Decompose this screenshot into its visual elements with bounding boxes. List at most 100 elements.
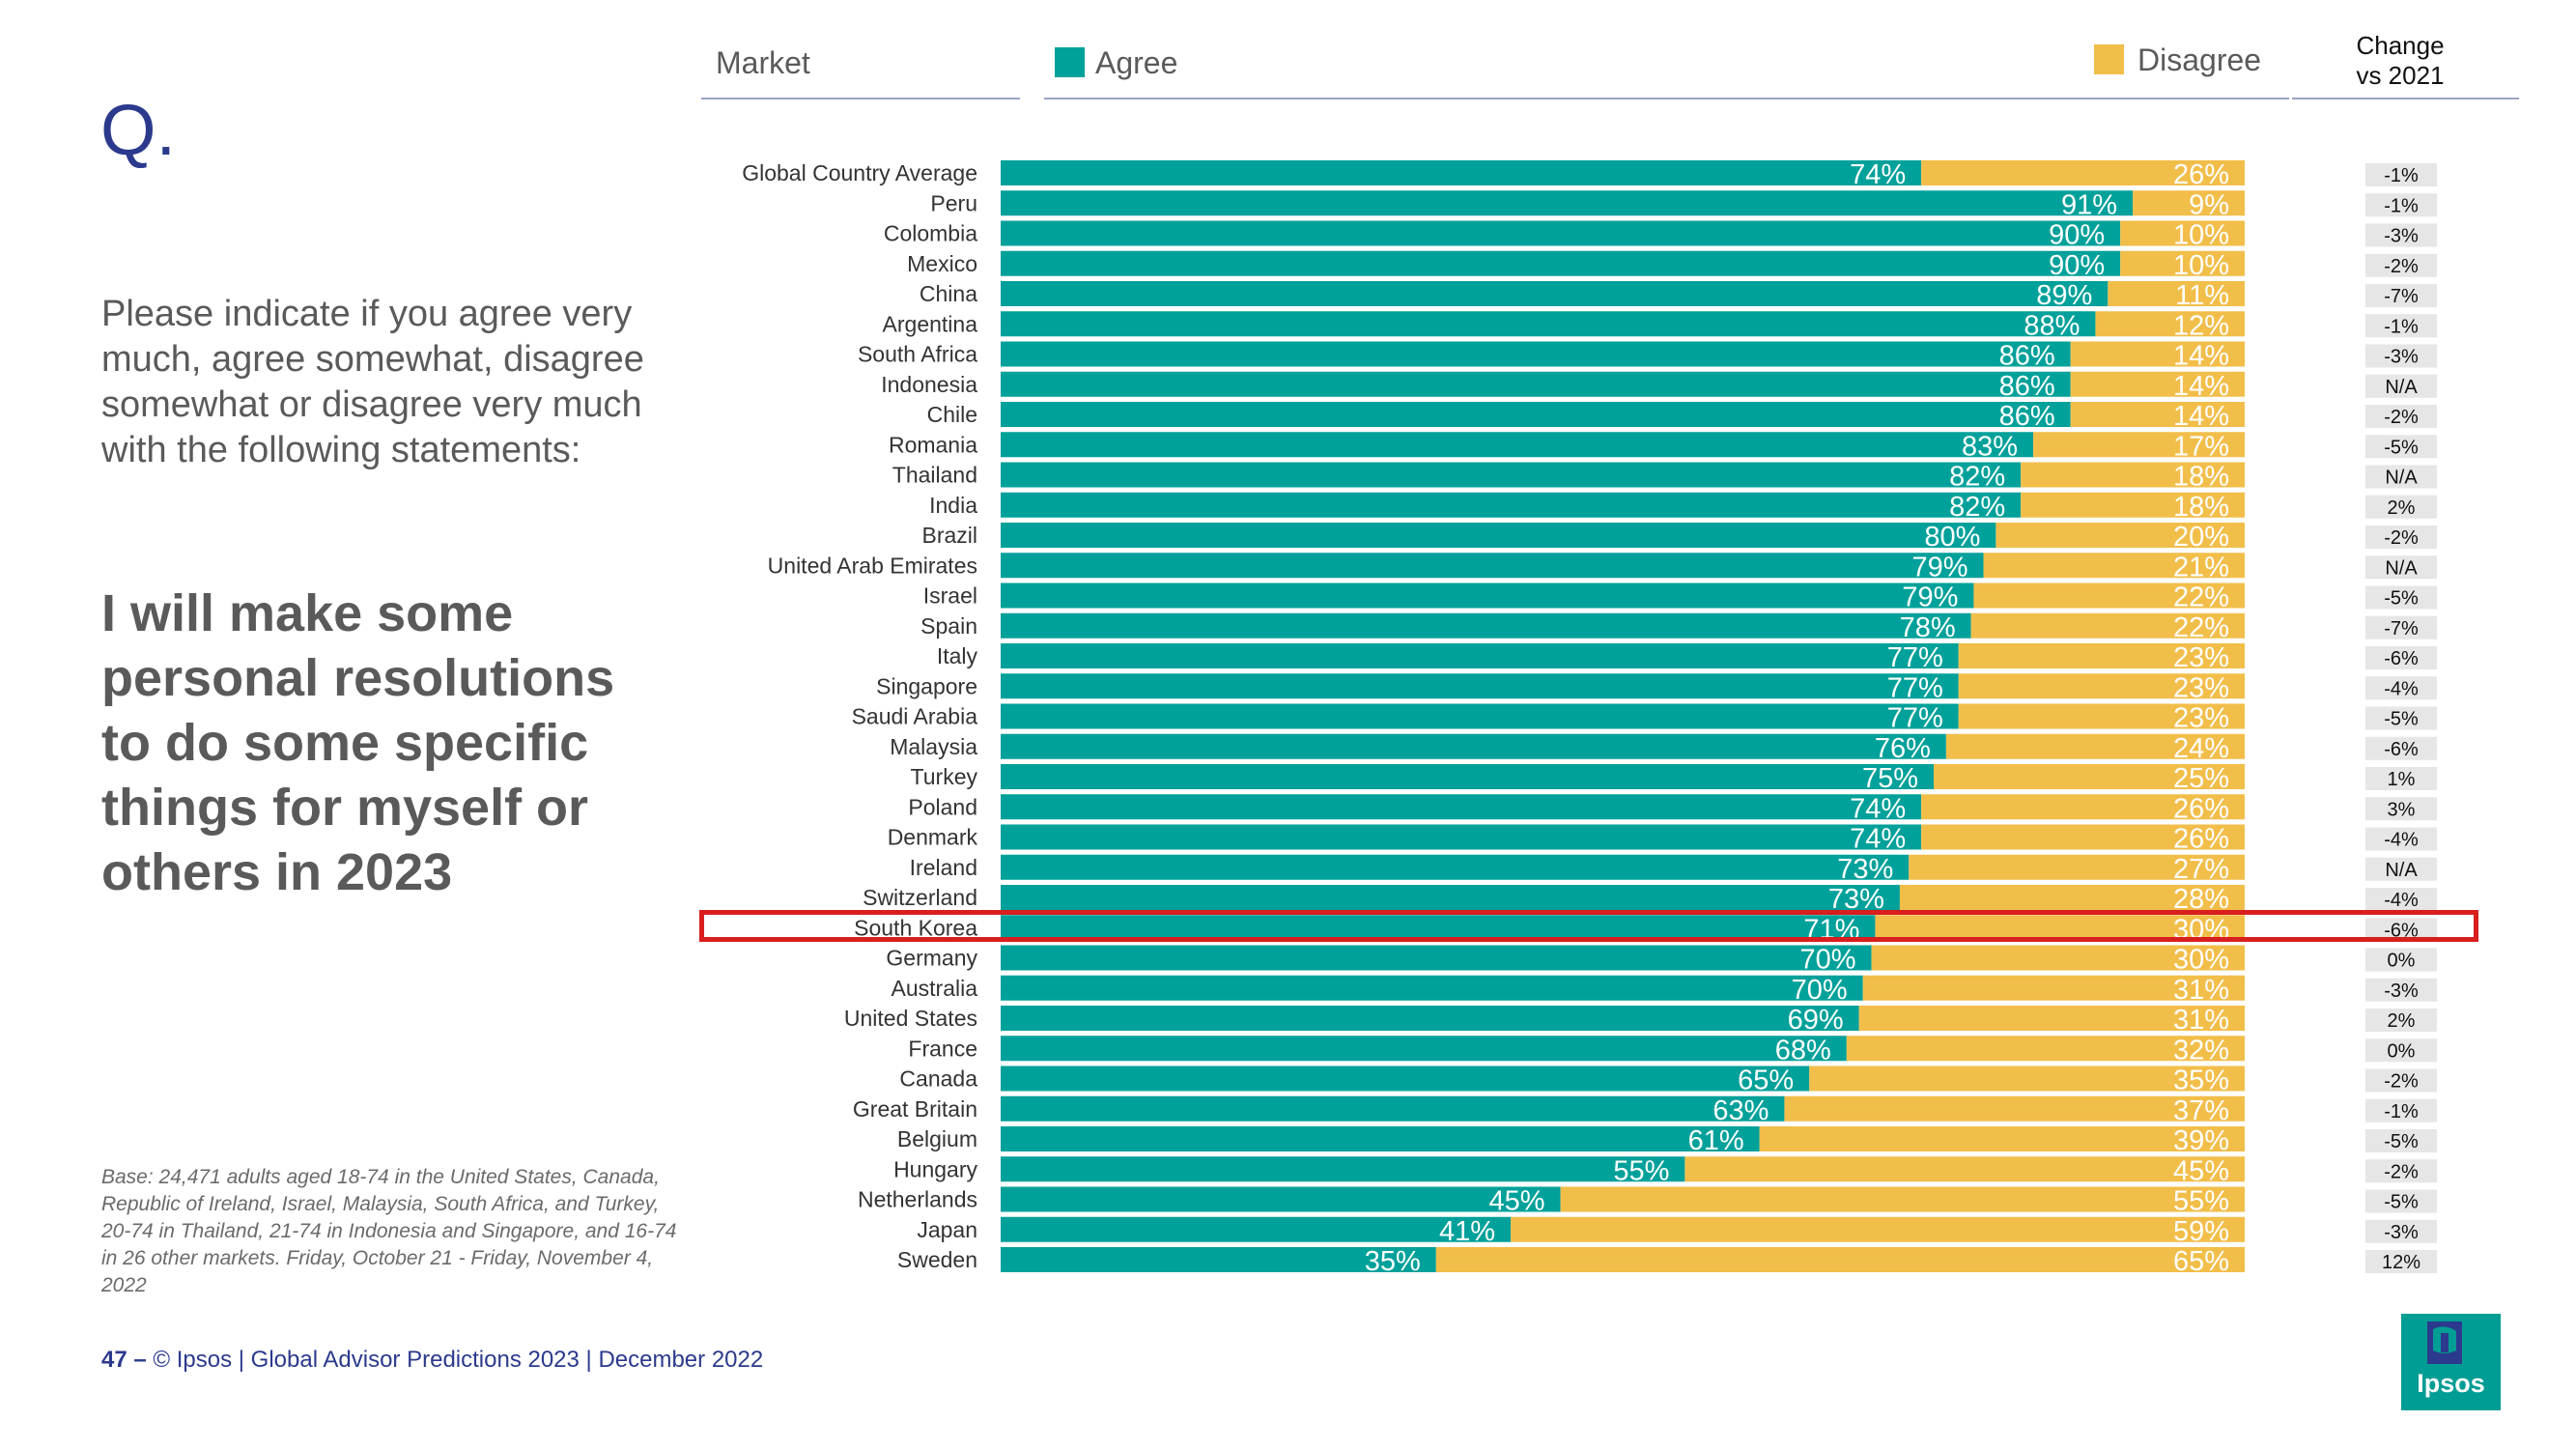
market-label-united-arab-emirates: United Arab Emirates [768, 553, 977, 578]
disagree-legend-label: Disagree [2137, 43, 2262, 77]
change-value-global-country-average: -1% [2384, 165, 2419, 186]
disagree-bar-sweden [1435, 1247, 2245, 1272]
change-value-indonesia: N/A [2385, 377, 2418, 398]
market-label-israel: Israel [923, 583, 977, 609]
disagree-bar-israel [1973, 582, 2245, 609]
change-cell-thailand [2365, 465, 2437, 489]
change-header-line1: Change [2356, 31, 2445, 60]
disagree-bar-argentina [2095, 311, 2245, 337]
agree-bar-hungary [1001, 1156, 1685, 1182]
change-cell-belgium [2365, 1129, 2437, 1152]
disagree-value-romania: 17% [2173, 431, 2229, 462]
ipsos-logo: Ipsos [2401, 1314, 2501, 1410]
change-value-spain: -7% [2384, 618, 2419, 639]
disagree-bar-brazil [1996, 523, 2245, 548]
agree-header-rule [1044, 98, 2289, 99]
change-cell-israel [2365, 585, 2437, 610]
market-label-romania: Romania [889, 432, 977, 457]
disagree-value-global-country-average: 26% [2173, 159, 2229, 190]
change-cell-argentina [2365, 314, 2437, 338]
agree-value-japan: 41% [1439, 1216, 1495, 1247]
change-value-switzerland: -4% [2384, 890, 2419, 911]
agree-bar-switzerland [1001, 885, 1900, 910]
change-cell-brazil [2365, 526, 2437, 549]
agree-value-chile: 86% [1999, 401, 2055, 432]
agree-bar-romania [1001, 432, 2034, 458]
agree-value-ireland: 73% [1837, 854, 1893, 885]
disagree-value-india: 18% [2173, 492, 2229, 523]
disagree-bar-canada [1809, 1065, 2245, 1092]
statement-text: I will make some personal resolutions to… [101, 584, 615, 901]
change-value-chile: -2% [2384, 407, 2419, 428]
disagree-value-canada: 35% [2173, 1065, 2229, 1096]
disagree-bar-australia [1862, 975, 2245, 1001]
disagree-bar-united-states [1858, 1006, 2245, 1031]
disagree-bar-spain [1970, 612, 2245, 639]
market-label-netherlands: Netherlands [858, 1187, 977, 1212]
disagree-bar-switzerland [1899, 885, 2245, 910]
agree-bar-chile [1001, 402, 2071, 427]
ipsos-logo-mark-icon [2427, 1321, 2462, 1364]
agree-value-spain: 78% [1900, 612, 1956, 643]
agree-value-canada: 65% [1738, 1065, 1794, 1096]
agree-value-argentina: 88% [2024, 310, 2080, 341]
disagree-bar-netherlands [1560, 1186, 2245, 1212]
disagree-bar-saudi-arabia [1958, 703, 2245, 729]
disagree-value-singapore: 23% [2173, 672, 2229, 703]
market-label-south-africa: South Africa [858, 342, 977, 367]
market-label-malaysia: Malaysia [890, 734, 977, 759]
market-label-spain: Spain [920, 613, 977, 639]
base-note: Base: 24,471 adults aged 18-74 in the Un… [101, 1166, 677, 1296]
agree-bar-brazil [1001, 523, 1996, 548]
market-label-mexico: Mexico [907, 251, 977, 276]
agree-bar-denmark [1001, 824, 1922, 850]
change-header-line2: vs 2021 [2356, 61, 2445, 90]
disagree-value-chile: 14% [2173, 401, 2229, 432]
market-label-switzerland: Switzerland [863, 885, 977, 910]
change-cell-switzerland [2365, 888, 2437, 911]
change-cell-south-africa [2365, 344, 2437, 368]
question-text: Please indicate if you agree very much, … [101, 294, 644, 470]
change-value-turkey: 1% [2388, 769, 2416, 790]
disagree-bar-mexico [2120, 250, 2245, 276]
change-cell-japan [2365, 1219, 2437, 1243]
disagree-value-denmark: 26% [2173, 824, 2229, 855]
change-cell-singapore [2365, 676, 2437, 700]
agree-legend-label: Agree [1095, 45, 1178, 80]
change-cell-great-britain [2365, 1098, 2437, 1122]
change-cell-sweden [2365, 1250, 2437, 1273]
south-korea-highlight-box [699, 910, 2478, 942]
agree-value-italy: 77% [1887, 642, 1943, 673]
ipsos-logo-text: Ipsos [2417, 1369, 2485, 1398]
change-value-france: 0% [2388, 1040, 2416, 1062]
agree-value-hungary: 55% [1613, 1155, 1669, 1186]
change-value-china: -7% [2384, 286, 2419, 307]
disagree-value-netherlands: 55% [2173, 1186, 2229, 1217]
market-label-colombia: Colombia [884, 221, 977, 246]
agree-bar-saudi-arabia [1001, 703, 1959, 729]
change-cell-romania [2365, 435, 2437, 459]
market-label-south-korea: South Korea [854, 915, 977, 940]
agree-value-australia: 70% [1792, 975, 1848, 1006]
disagree-value-saudi-arabia: 23% [2173, 703, 2229, 734]
disagree-bar-south-korea [1875, 915, 2245, 941]
agree-bar-south-korea [1001, 915, 1876, 941]
change-value-malaysia: -6% [2384, 739, 2419, 760]
change-cell-indonesia [2365, 374, 2437, 398]
agree-bar-spain [1001, 612, 1971, 639]
disagree-bar-ireland [1909, 854, 2245, 880]
disagree-legend-swatch [2094, 44, 2124, 74]
market-label-india: India [929, 493, 977, 518]
agree-bar-france [1001, 1036, 1847, 1062]
disagree-value-ireland: 27% [2173, 854, 2229, 885]
disagree-bar-thailand [2021, 462, 2245, 488]
change-value-india: 2% [2388, 497, 2416, 519]
market-label-germany: Germany [886, 946, 977, 971]
change-cell-poland [2365, 797, 2437, 821]
disagree-value-great-britain: 37% [2173, 1095, 2229, 1126]
change-cell-china [2365, 284, 2437, 307]
change-value-brazil: -2% [2384, 527, 2419, 549]
market-label-global-country-average: Global Country Average [742, 160, 977, 185]
disagree-value-hungary: 45% [2173, 1155, 2229, 1186]
change-cell-canada [2365, 1068, 2437, 1093]
